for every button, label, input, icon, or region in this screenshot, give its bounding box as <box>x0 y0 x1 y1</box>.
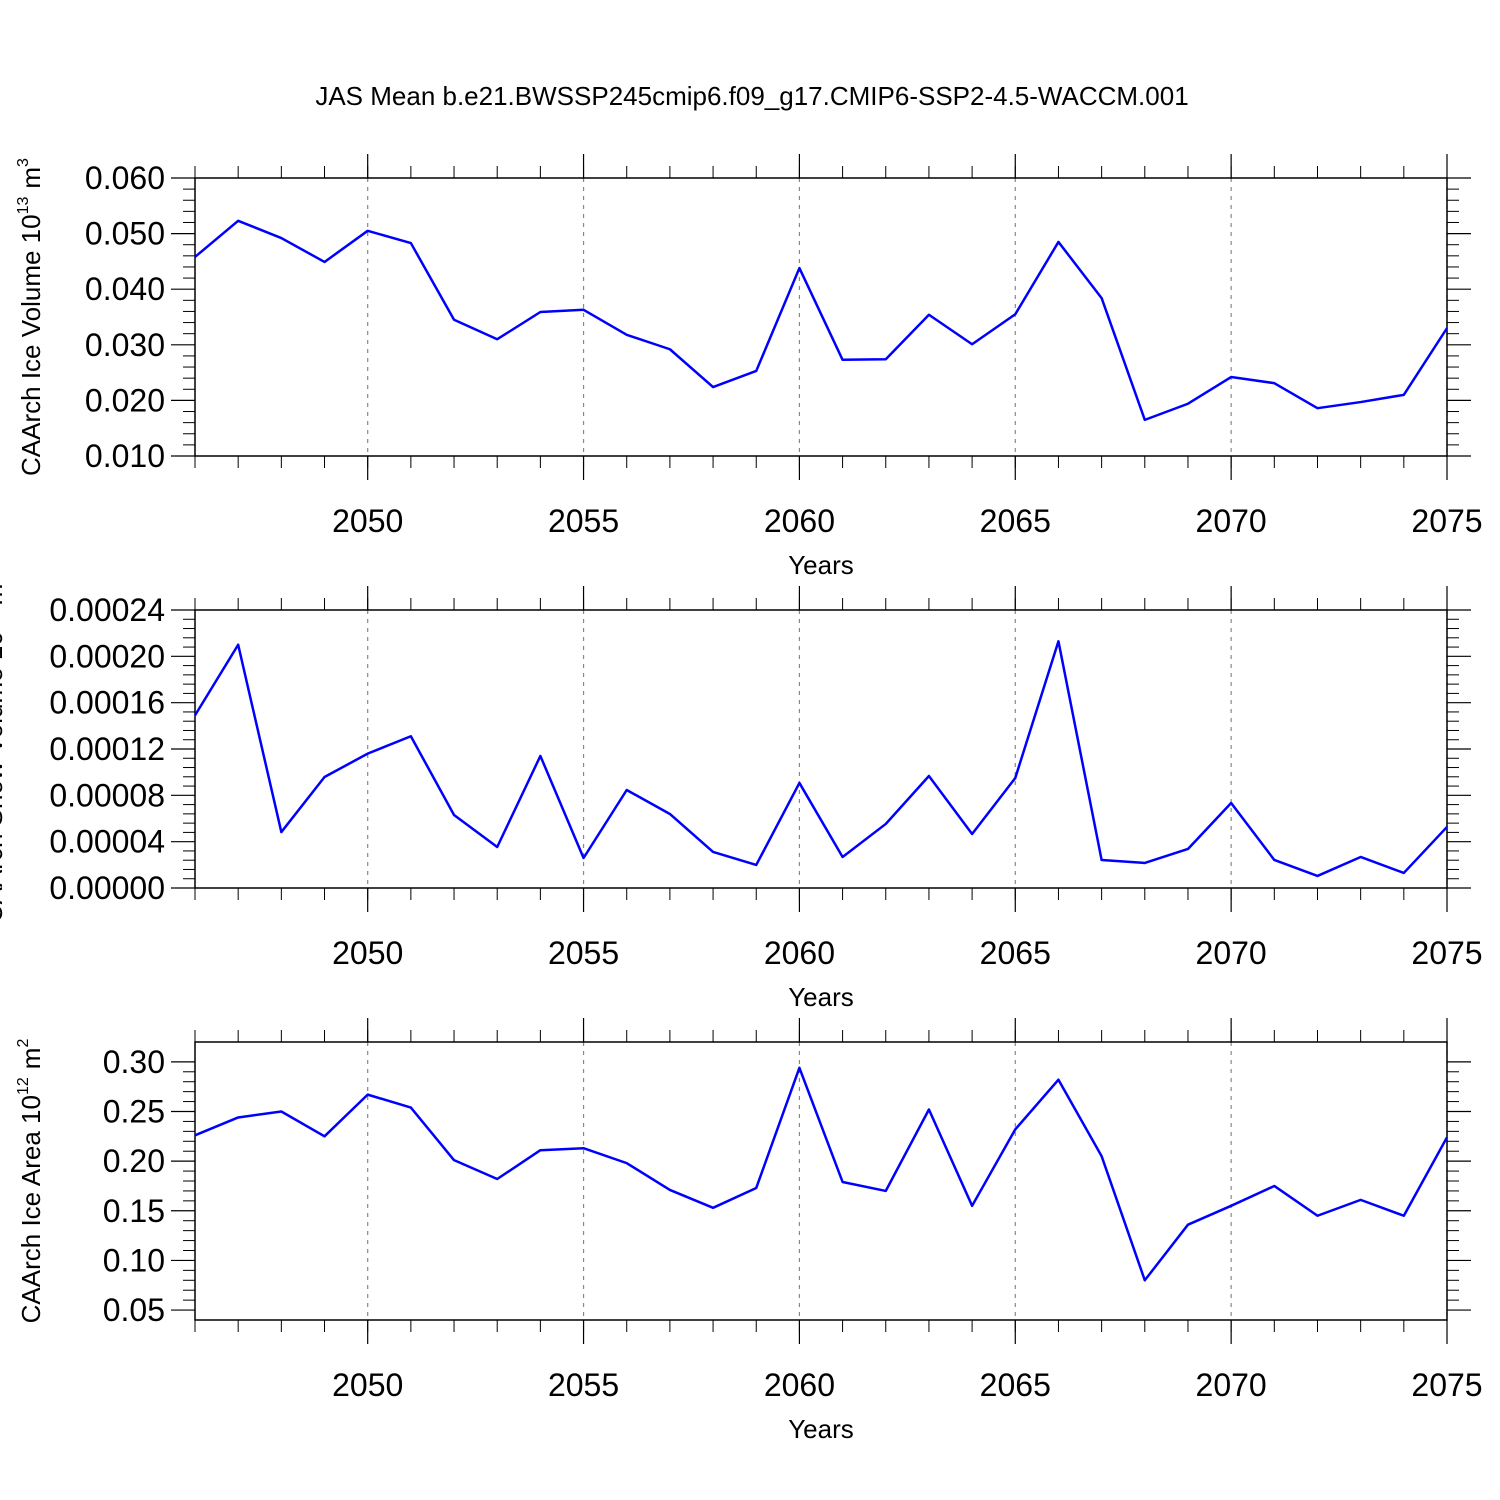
y-tick-label: 0.00020 <box>49 638 165 674</box>
data-line <box>193 640 1448 878</box>
x-tick-label: 2070 <box>1196 1367 1267 1403</box>
y-label-text: CAArch Ice Area 10 <box>16 1095 46 1323</box>
y-axis-label: CAArch Ice Area 1012 m2 <box>15 1039 46 1324</box>
x-tick-label: 2065 <box>980 935 1051 971</box>
y-tick-label: 0.050 <box>85 216 165 252</box>
y-tick-label: 0.30 <box>103 1044 165 1080</box>
chart-title: JAS Mean b.e21.BWSSP245cmip6.f09_g17.CMI… <box>315 81 1188 111</box>
y-axis-label: CAArch Ice Volume 1013 m3 <box>15 158 46 476</box>
x-axis-label: Years <box>788 550 854 580</box>
y-tick-label: 0.00012 <box>49 731 165 767</box>
x-tick-label: 2050 <box>332 503 403 539</box>
x-tick-label: 2050 <box>332 1367 403 1403</box>
y-tick-label: 0.010 <box>85 438 165 474</box>
data-line <box>194 219 1449 422</box>
x-tick-label: 2060 <box>764 503 835 539</box>
y-label-text: CAArch Snow Volume 10 <box>0 631 8 923</box>
y-tick-label: 0.20 <box>103 1143 165 1179</box>
y-label-unit: m <box>0 584 8 606</box>
y-label-unit-exp: 2 <box>15 1039 32 1048</box>
x-axis-label: Years <box>788 982 854 1012</box>
y-label-exp: 13 <box>15 197 32 215</box>
x-tick-label: 2070 <box>1196 935 1267 971</box>
y-tick-label: 0.00008 <box>49 777 165 813</box>
x-tick-label: 2060 <box>764 1367 835 1403</box>
y-tick-label: 0.020 <box>85 382 165 418</box>
y-tick-label: 0.05 <box>103 1292 165 1328</box>
x-tick-label: 2060 <box>764 935 835 971</box>
x-tick-label: 2055 <box>548 1367 619 1403</box>
y-label-unit: m <box>16 1048 46 1070</box>
y-label-exp: 12 <box>15 1077 32 1095</box>
y-tick-label: 0.00016 <box>49 685 165 721</box>
y-tick-label: 0.00004 <box>49 824 165 860</box>
y-tick-label: 0.00024 <box>49 592 165 628</box>
x-tick-label: 2055 <box>548 935 619 971</box>
x-tick-label: 2065 <box>980 1367 1051 1403</box>
x-tick-label: 2055 <box>548 503 619 539</box>
y-label-unit-exp: 3 <box>15 158 32 167</box>
y-tick-label: 0.15 <box>103 1193 165 1229</box>
x-axis-label: Years <box>788 1414 854 1444</box>
y-label-unit: m <box>16 167 46 189</box>
y-axis-label: CAArch Snow Volume 1013m3 <box>0 575 8 923</box>
x-tick-label: 2075 <box>1411 1367 1482 1403</box>
y-tick-label: 0.10 <box>103 1242 165 1278</box>
x-tick-label: 2065 <box>980 503 1051 539</box>
y-tick-label: 0.060 <box>85 160 165 196</box>
y-tick-label: 0.030 <box>85 327 165 363</box>
x-tick-label: 2050 <box>332 935 403 971</box>
y-label-text: CAArch Ice Volume 10 <box>16 214 46 476</box>
y-tick-label: 0.040 <box>85 271 165 307</box>
x-tick-label: 2070 <box>1196 503 1267 539</box>
y-tick-label: 0.25 <box>103 1094 165 1130</box>
plot-frame <box>194 1041 1448 1321</box>
x-tick-label: 2075 <box>1411 935 1482 971</box>
y-tick-label: 0.00000 <box>49 870 165 906</box>
data-line <box>194 1066 1449 1282</box>
plot-frame <box>194 177 1448 457</box>
plot-frame <box>194 609 1448 889</box>
x-tick-label: 2075 <box>1411 503 1482 539</box>
